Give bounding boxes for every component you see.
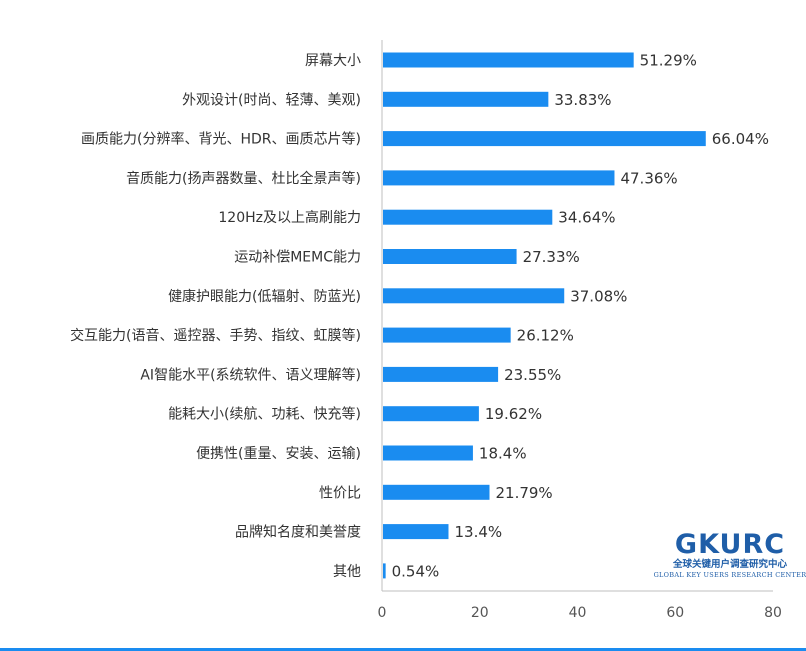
bar xyxy=(383,209,553,225)
category-label: 健康护眼能力(低辐射、防蓝光) xyxy=(168,288,361,305)
value-label: 47.36% xyxy=(620,169,677,187)
bar xyxy=(383,288,565,304)
category-label: 其他 xyxy=(333,564,361,580)
x-tick-label: 20 xyxy=(471,605,489,621)
value-label: 0.54% xyxy=(392,562,440,580)
logo-chinese-name: 全球关键用户调查研究中心 xyxy=(672,558,788,570)
value-label: 51.29% xyxy=(640,52,697,70)
value-label: 37.08% xyxy=(570,287,627,305)
bar xyxy=(383,52,634,68)
value-label: 21.79% xyxy=(495,484,552,502)
bar xyxy=(383,484,490,500)
category-label: 品牌知名度和美誉度 xyxy=(235,524,361,541)
x-tick-label: 40 xyxy=(569,605,587,621)
category-label: 便携性(重量、安装、运输) xyxy=(196,446,361,462)
category-label: 交互能力(语音、遥控器、手势、指纹、虹膜等) xyxy=(70,327,361,344)
value-labels: 51.29% 33.83% 66.04% 47.36% 34.64% 27.33% 37.0… xyxy=(392,52,769,581)
bar xyxy=(383,445,473,461)
footer-accent-line xyxy=(0,648,806,651)
bar xyxy=(383,170,615,186)
bar xyxy=(383,249,517,264)
bar xyxy=(383,406,479,422)
bar xyxy=(383,563,386,579)
bar xyxy=(383,327,511,343)
category-label: 屏幕大小 xyxy=(305,53,361,69)
category-label: 能耗大小(续航、功耗、快充等) xyxy=(168,406,361,423)
category-label: 画质能力(分辨率、背光、HDR、画质芯片等) xyxy=(81,131,361,148)
value-label: 18.4% xyxy=(479,445,527,463)
value-label: 19.62% xyxy=(485,405,542,423)
value-label: 66.04% xyxy=(712,130,769,148)
value-label: 33.83% xyxy=(554,91,611,109)
bar xyxy=(383,131,706,147)
gkurc-logo: GKURC 全球关键用户调查研究中心 GLOBAL KEY USERS RESE… xyxy=(654,529,806,579)
category-label: 性价比 xyxy=(319,485,361,501)
bars-layer xyxy=(383,52,706,579)
x-tick-label: 60 xyxy=(666,605,684,621)
x-tick-labels: 0 20 40 60 80 xyxy=(378,605,782,621)
category-label: 120Hz及以上高刷能力 xyxy=(218,209,361,226)
value-label: 23.55% xyxy=(504,366,561,384)
x-tick-label: 0 xyxy=(378,605,387,621)
value-label: 34.64% xyxy=(558,209,615,227)
logo-english-name: GLOBAL KEY USERS RESEARCH CENTER xyxy=(654,571,806,579)
x-tick-label: 80 xyxy=(764,605,782,621)
logo-wordmark: GKURC xyxy=(675,529,785,560)
bar xyxy=(383,366,499,382)
value-label: 13.4% xyxy=(454,523,502,541)
category-label: 音质能力(扬声器数量、杜比全景声等) xyxy=(126,170,361,187)
value-label: 26.12% xyxy=(517,327,574,345)
category-label: 运动补偿MEMC能力 xyxy=(234,250,361,266)
bar xyxy=(383,524,449,540)
bar xyxy=(383,91,549,107)
category-label: 外观设计(时尚、轻薄、美观) xyxy=(182,92,361,108)
category-label: AI智能水平(系统软件、语义理解等) xyxy=(140,366,361,383)
value-label: 27.33% xyxy=(523,248,580,266)
